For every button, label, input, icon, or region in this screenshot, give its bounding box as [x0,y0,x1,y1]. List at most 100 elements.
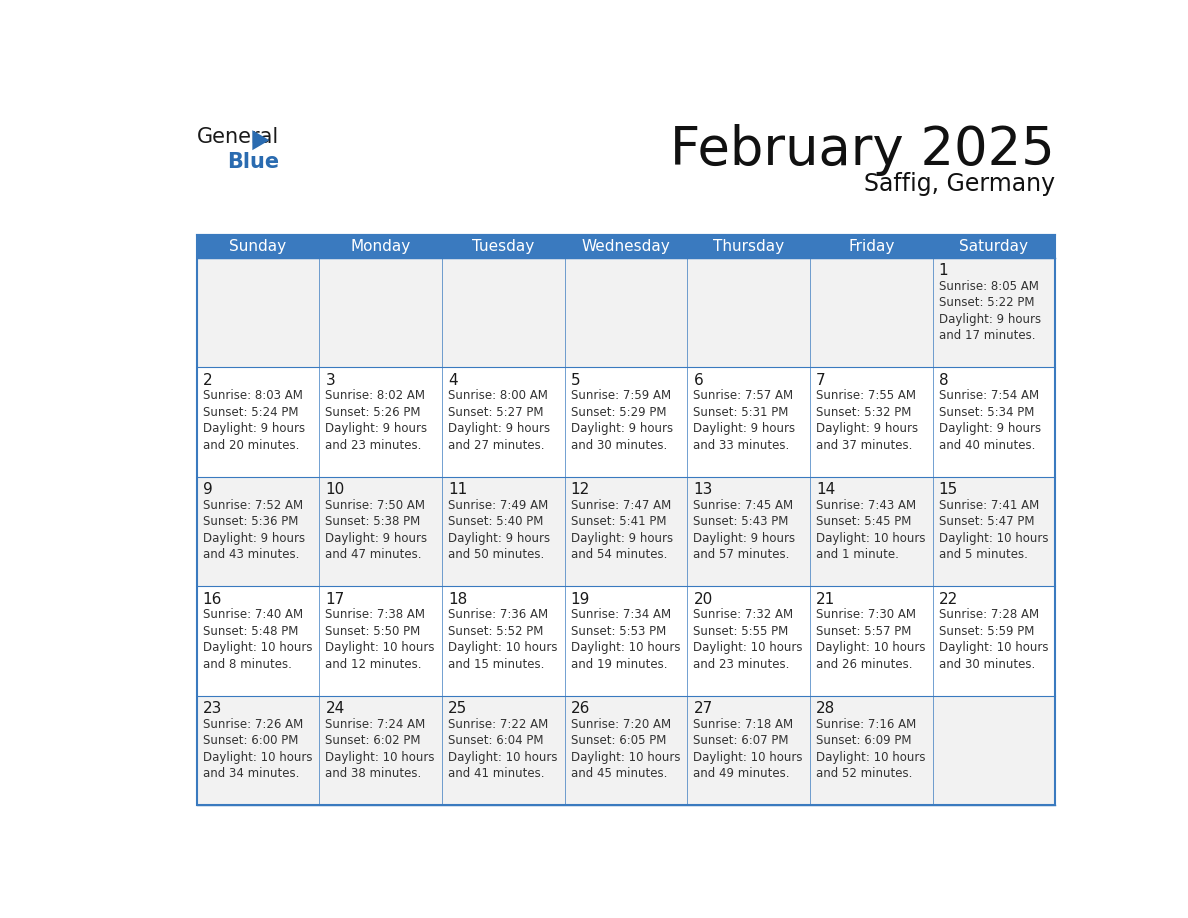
Text: 8: 8 [939,373,948,388]
Text: 2: 2 [203,373,213,388]
Text: February 2025: February 2025 [670,124,1055,176]
Text: 1: 1 [939,263,948,278]
Bar [687,696,810,805]
Text: Sunday: Sunday [229,239,286,254]
Text: Sunrise: 7:57 AM
Sunset: 5:31 PM
Daylight: 9 hours
and 33 minutes.: Sunrise: 7:57 AM Sunset: 5:31 PM Dayligh… [694,389,796,452]
Text: Sunrise: 7:16 AM
Sunset: 6:09 PM
Daylight: 10 hours
and 52 minutes.: Sunrise: 7:16 AM Sunset: 6:09 PM Dayligh… [816,718,925,780]
Text: 13: 13 [694,482,713,498]
Text: 28: 28 [816,701,835,716]
Text: Sunrise: 7:45 AM
Sunset: 5:43 PM
Daylight: 9 hours
and 57 minutes.: Sunrise: 7:45 AM Sunset: 5:43 PM Dayligh… [694,498,796,561]
Bar [564,235,687,258]
Bar [810,696,933,805]
Text: Sunrise: 7:49 AM
Sunset: 5:40 PM
Daylight: 9 hours
and 50 minutes.: Sunrise: 7:49 AM Sunset: 5:40 PM Dayligh… [448,498,550,561]
Text: 11: 11 [448,482,467,498]
Bar [196,235,1055,805]
Bar [687,477,810,587]
Text: 23: 23 [203,701,222,716]
Bar [196,696,320,805]
Text: General: General [196,127,279,147]
Text: 17: 17 [326,592,345,607]
Text: Sunrise: 7:28 AM
Sunset: 5:59 PM
Daylight: 10 hours
and 30 minutes.: Sunrise: 7:28 AM Sunset: 5:59 PM Dayligh… [939,608,1048,670]
Bar [687,587,810,696]
Text: Sunrise: 7:41 AM
Sunset: 5:47 PM
Daylight: 10 hours
and 5 minutes.: Sunrise: 7:41 AM Sunset: 5:47 PM Dayligh… [939,498,1048,561]
Bar [810,367,933,477]
Bar [564,696,687,805]
Bar [810,477,933,587]
Bar [564,587,687,696]
Text: Sunrise: 7:54 AM
Sunset: 5:34 PM
Daylight: 9 hours
and 40 minutes.: Sunrise: 7:54 AM Sunset: 5:34 PM Dayligh… [939,389,1041,452]
Bar [320,367,442,477]
Text: Friday: Friday [848,239,895,254]
Bar [320,235,442,258]
Bar [687,367,810,477]
Text: Sunrise: 7:59 AM
Sunset: 5:29 PM
Daylight: 9 hours
and 30 minutes.: Sunrise: 7:59 AM Sunset: 5:29 PM Dayligh… [570,389,672,452]
Text: 24: 24 [326,701,345,716]
Bar [933,587,1055,696]
Text: Sunrise: 8:02 AM
Sunset: 5:26 PM
Daylight: 9 hours
and 23 minutes.: Sunrise: 8:02 AM Sunset: 5:26 PM Dayligh… [326,389,428,452]
Bar [810,258,933,367]
Text: 15: 15 [939,482,958,498]
Bar [196,587,320,696]
Bar [196,235,320,258]
Text: Saffig, Germany: Saffig, Germany [864,172,1055,196]
Text: Sunrise: 8:00 AM
Sunset: 5:27 PM
Daylight: 9 hours
and 27 minutes.: Sunrise: 8:00 AM Sunset: 5:27 PM Dayligh… [448,389,550,452]
Text: 7: 7 [816,373,826,388]
Text: 22: 22 [939,592,958,607]
Text: Sunrise: 7:32 AM
Sunset: 5:55 PM
Daylight: 10 hours
and 23 minutes.: Sunrise: 7:32 AM Sunset: 5:55 PM Dayligh… [694,608,803,670]
Text: Sunrise: 7:30 AM
Sunset: 5:57 PM
Daylight: 10 hours
and 26 minutes.: Sunrise: 7:30 AM Sunset: 5:57 PM Dayligh… [816,608,925,670]
Text: Sunrise: 7:55 AM
Sunset: 5:32 PM
Daylight: 9 hours
and 37 minutes.: Sunrise: 7:55 AM Sunset: 5:32 PM Dayligh… [816,389,918,452]
Text: Saturday: Saturday [960,239,1029,254]
Bar [320,696,442,805]
Bar [933,477,1055,587]
Text: 5: 5 [570,373,581,388]
Bar [564,367,687,477]
Text: 9: 9 [203,482,213,498]
Text: 27: 27 [694,701,713,716]
Text: Sunrise: 7:43 AM
Sunset: 5:45 PM
Daylight: 10 hours
and 1 minute.: Sunrise: 7:43 AM Sunset: 5:45 PM Dayligh… [816,498,925,561]
Text: Sunrise: 7:34 AM
Sunset: 5:53 PM
Daylight: 10 hours
and 19 minutes.: Sunrise: 7:34 AM Sunset: 5:53 PM Dayligh… [570,608,681,670]
Text: Thursday: Thursday [713,239,784,254]
Bar [196,477,320,587]
Text: 19: 19 [570,592,590,607]
Text: 20: 20 [694,592,713,607]
Bar [933,367,1055,477]
Text: Blue: Blue [228,151,279,172]
Text: 25: 25 [448,701,467,716]
Bar [442,477,564,587]
Text: Sunrise: 7:20 AM
Sunset: 6:05 PM
Daylight: 10 hours
and 45 minutes.: Sunrise: 7:20 AM Sunset: 6:05 PM Dayligh… [570,718,681,780]
Text: Sunrise: 7:24 AM
Sunset: 6:02 PM
Daylight: 10 hours
and 38 minutes.: Sunrise: 7:24 AM Sunset: 6:02 PM Dayligh… [326,718,435,780]
Text: 21: 21 [816,592,835,607]
Bar [687,235,810,258]
Text: 26: 26 [570,701,590,716]
Bar [442,587,564,696]
Text: Sunrise: 7:36 AM
Sunset: 5:52 PM
Daylight: 10 hours
and 15 minutes.: Sunrise: 7:36 AM Sunset: 5:52 PM Dayligh… [448,608,557,670]
Text: 10: 10 [326,482,345,498]
Bar [442,367,564,477]
Text: 16: 16 [203,592,222,607]
Text: Sunrise: 7:40 AM
Sunset: 5:48 PM
Daylight: 10 hours
and 8 minutes.: Sunrise: 7:40 AM Sunset: 5:48 PM Dayligh… [203,608,312,670]
Bar [442,235,564,258]
Text: 14: 14 [816,482,835,498]
Bar [442,258,564,367]
Text: Sunrise: 7:47 AM
Sunset: 5:41 PM
Daylight: 9 hours
and 54 minutes.: Sunrise: 7:47 AM Sunset: 5:41 PM Dayligh… [570,498,672,561]
Bar [933,696,1055,805]
Bar [320,477,442,587]
Text: Sunrise: 8:03 AM
Sunset: 5:24 PM
Daylight: 9 hours
and 20 minutes.: Sunrise: 8:03 AM Sunset: 5:24 PM Dayligh… [203,389,305,452]
Text: Tuesday: Tuesday [472,239,535,254]
Bar [933,258,1055,367]
Bar [320,258,442,367]
Text: Sunrise: 7:50 AM
Sunset: 5:38 PM
Daylight: 9 hours
and 47 minutes.: Sunrise: 7:50 AM Sunset: 5:38 PM Dayligh… [326,498,428,561]
Text: Sunrise: 7:38 AM
Sunset: 5:50 PM
Daylight: 10 hours
and 12 minutes.: Sunrise: 7:38 AM Sunset: 5:50 PM Dayligh… [326,608,435,670]
Text: Sunrise: 7:22 AM
Sunset: 6:04 PM
Daylight: 10 hours
and 41 minutes.: Sunrise: 7:22 AM Sunset: 6:04 PM Dayligh… [448,718,557,780]
Bar [196,367,320,477]
Text: Wednesday: Wednesday [581,239,670,254]
Bar [564,477,687,587]
Bar [810,587,933,696]
Bar [442,696,564,805]
Bar [564,258,687,367]
Text: Sunrise: 8:05 AM
Sunset: 5:22 PM
Daylight: 9 hours
and 17 minutes.: Sunrise: 8:05 AM Sunset: 5:22 PM Dayligh… [939,280,1041,342]
Bar [687,258,810,367]
Bar [196,258,320,367]
Text: Sunrise: 7:52 AM
Sunset: 5:36 PM
Daylight: 9 hours
and 43 minutes.: Sunrise: 7:52 AM Sunset: 5:36 PM Dayligh… [203,498,305,561]
Text: 4: 4 [448,373,457,388]
